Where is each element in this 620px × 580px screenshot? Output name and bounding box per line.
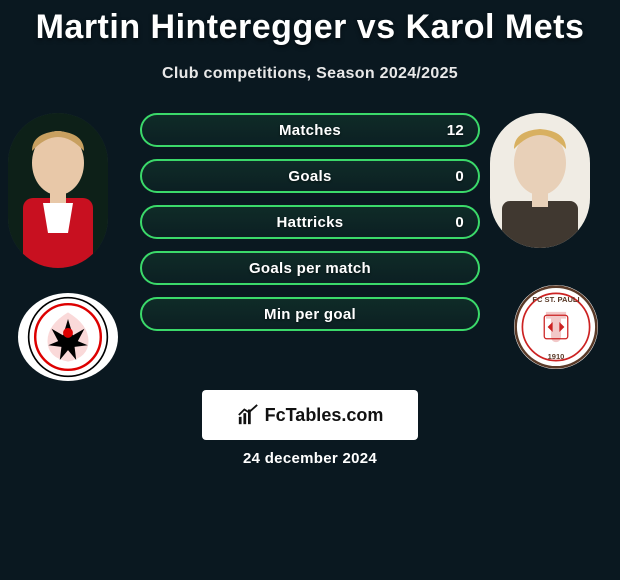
svg-text:1910: 1910 xyxy=(548,352,565,361)
stat-right: 0 xyxy=(455,168,464,185)
stat-label: Matches xyxy=(142,122,478,139)
comparison-content: FC ST. PAULI 1910 Matches 12 Goals 0 Hat… xyxy=(0,113,620,403)
stat-rows: Matches 12 Goals 0 Hattricks 0 Goals per… xyxy=(140,113,480,343)
branding-text: FcTables.com xyxy=(265,405,384,426)
club-logo-right: FC ST. PAULI 1910 xyxy=(514,285,598,369)
chart-icon xyxy=(237,404,259,426)
stat-row-goals: Goals 0 xyxy=(140,159,480,193)
stat-right: 0 xyxy=(455,214,464,231)
svg-text:FC ST. PAULI: FC ST. PAULI xyxy=(532,295,579,304)
stat-row-gpm: Goals per match xyxy=(140,251,480,285)
stat-row-mpg: Min per goal xyxy=(140,297,480,331)
stat-label: Goals xyxy=(142,168,478,185)
date-text: 24 december 2024 xyxy=(0,450,620,467)
player-photo-left xyxy=(8,113,108,268)
subtitle: Club competitions, Season 2024/2025 xyxy=(0,65,620,83)
page-title: Martin Hinteregger vs Karol Mets xyxy=(0,0,620,47)
stat-right: 12 xyxy=(447,122,464,139)
stat-label: Goals per match xyxy=(142,260,478,277)
stat-row-hattricks: Hattricks 0 xyxy=(140,205,480,239)
player-photo-right xyxy=(490,113,590,248)
stat-label: Hattricks xyxy=(142,214,478,231)
branding-badge: FcTables.com xyxy=(202,390,418,440)
club-logo-left xyxy=(18,293,118,381)
stat-label: Min per goal xyxy=(142,306,478,323)
stat-row-matches: Matches 12 xyxy=(140,113,480,147)
